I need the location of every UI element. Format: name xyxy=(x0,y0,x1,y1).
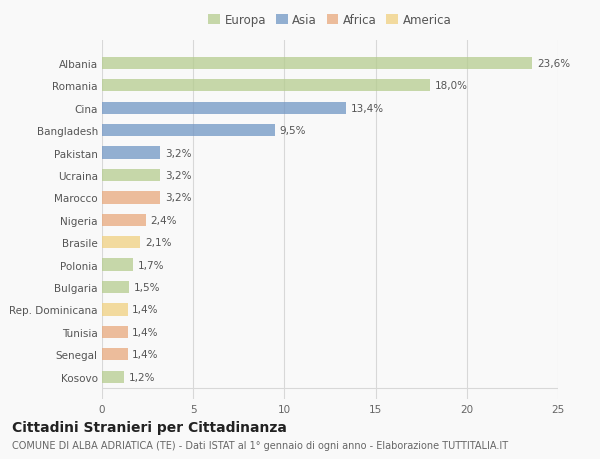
Bar xyxy=(102,57,532,70)
Bar xyxy=(102,236,140,249)
Bar xyxy=(102,80,430,92)
Bar xyxy=(102,326,128,338)
Text: 23,6%: 23,6% xyxy=(537,59,570,69)
Bar xyxy=(102,147,160,159)
Bar xyxy=(102,214,146,226)
Text: 3,2%: 3,2% xyxy=(165,171,191,180)
Text: 1,4%: 1,4% xyxy=(132,305,158,315)
Text: 2,4%: 2,4% xyxy=(151,215,177,225)
Bar xyxy=(102,169,160,182)
Legend: Europa, Asia, Africa, America: Europa, Asia, Africa, America xyxy=(203,10,457,32)
Bar xyxy=(102,304,128,316)
Text: 3,2%: 3,2% xyxy=(165,148,191,158)
Bar xyxy=(102,125,275,137)
Bar xyxy=(102,281,130,294)
Bar xyxy=(102,371,124,383)
Bar xyxy=(102,192,160,204)
Text: 9,5%: 9,5% xyxy=(280,126,307,136)
Text: 13,4%: 13,4% xyxy=(351,103,384,113)
Text: 3,2%: 3,2% xyxy=(165,193,191,203)
Text: 2,1%: 2,1% xyxy=(145,238,172,248)
Bar xyxy=(102,102,346,115)
Bar xyxy=(102,348,128,361)
Text: 1,2%: 1,2% xyxy=(128,372,155,382)
Text: 1,4%: 1,4% xyxy=(132,327,158,337)
Text: 1,5%: 1,5% xyxy=(134,282,160,292)
Text: Cittadini Stranieri per Cittadinanza: Cittadini Stranieri per Cittadinanza xyxy=(12,420,287,434)
Text: 1,4%: 1,4% xyxy=(132,350,158,359)
Text: 1,7%: 1,7% xyxy=(137,260,164,270)
Text: COMUNE DI ALBA ADRIATICA (TE) - Dati ISTAT al 1° gennaio di ogni anno - Elaboraz: COMUNE DI ALBA ADRIATICA (TE) - Dati IST… xyxy=(12,440,508,450)
Bar xyxy=(102,259,133,271)
Text: 18,0%: 18,0% xyxy=(435,81,468,91)
